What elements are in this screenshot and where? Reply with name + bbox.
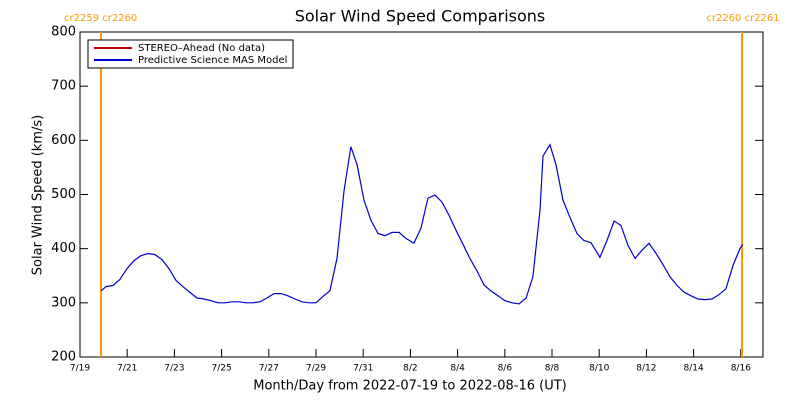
- x-tick-label: 7/31: [353, 364, 373, 374]
- y-axis-label: Solar Wind Speed (km/s): [31, 115, 46, 275]
- carrington-label: cr2259 cr2260: [64, 13, 137, 24]
- x-tick-label: 8/16: [731, 364, 751, 374]
- x-tick-label: 8/6: [498, 364, 513, 374]
- series-line: [100, 143, 744, 305]
- y-tick-label: 800: [51, 25, 76, 40]
- legend-label: STEREO–Ahead (No data): [138, 43, 265, 54]
- x-tick-label: 7/25: [211, 364, 231, 374]
- legend-label: Predictive Science MAS Model: [138, 55, 287, 66]
- y-tick-label: 600: [51, 133, 76, 148]
- x-tick-label: 8/14: [684, 364, 704, 374]
- carrington-label: cr2260 cr2261: [706, 13, 779, 24]
- y-tick-label: 200: [51, 350, 76, 365]
- x-tick-label: 8/8: [545, 364, 560, 374]
- x-tick-label: 8/2: [403, 364, 417, 374]
- x-tick-label: 7/19: [70, 364, 90, 374]
- x-tick-label: 7/27: [259, 364, 279, 374]
- y-tick-label: 500: [51, 187, 76, 202]
- y-tick-label: 400: [51, 241, 76, 256]
- x-tick-label: 8/10: [589, 364, 609, 374]
- y-tick-label: 700: [51, 79, 76, 94]
- chart-title: Solar Wind Speed Comparisons: [295, 7, 546, 26]
- x-axis-label: Month/Day from 2022-07-19 to 2022-08-16 …: [253, 379, 566, 394]
- x-tick-label: 7/29: [306, 364, 326, 374]
- x-tick-label: 8/4: [450, 364, 465, 374]
- legend-box: [87, 39, 294, 69]
- x-tick-label: 7/23: [164, 364, 184, 374]
- y-tick-label: 300: [51, 295, 76, 310]
- x-tick-label: 7/21: [117, 364, 137, 374]
- x-tick-label: 8/12: [636, 364, 656, 374]
